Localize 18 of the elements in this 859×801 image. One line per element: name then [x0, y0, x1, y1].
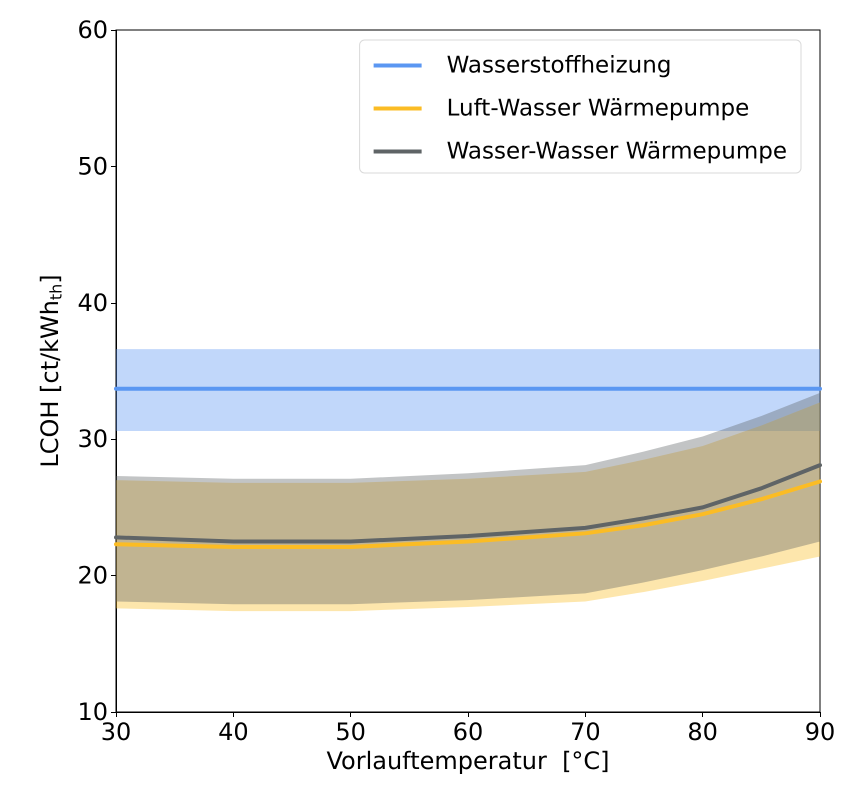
y-tick-label: 30	[77, 425, 108, 454]
y-tick-label: 20	[77, 562, 108, 590]
line-series	[114, 479, 822, 549]
y-axis-title: LCOH [ct/kWhth]	[36, 274, 66, 468]
x-tick-label: 80	[687, 718, 718, 746]
x-axis-title: Vorlauftemperatur [°C]	[326, 746, 610, 775]
y-tick-label: 50	[77, 152, 108, 180]
x-tick-label: 50	[335, 718, 366, 746]
legend-label: Luft-Wasser Wärmepumpe	[446, 96, 750, 122]
y-tick-label: 60	[77, 16, 108, 44]
x-tick-label: 70	[570, 718, 601, 746]
legend-label: Wasser-Wasser Wärmepumpe	[446, 138, 788, 164]
x-tick-label: 60	[452, 718, 484, 746]
line-series	[114, 463, 822, 544]
legend-label: Wasserstoffheizung	[446, 52, 672, 78]
y-tick-label: 40	[77, 288, 108, 317]
x-tick-label: 90	[804, 718, 836, 746]
x-tick-label: 40	[218, 718, 249, 746]
